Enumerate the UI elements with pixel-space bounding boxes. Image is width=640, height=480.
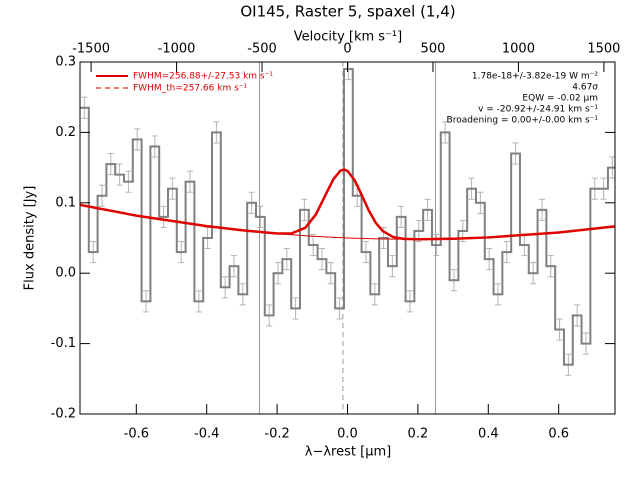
fit-line bbox=[80, 168, 615, 241]
chart-title: OI145, Raster 5, spaxel (1,4) bbox=[240, 3, 455, 21]
x-tick-label: 0.0 bbox=[337, 427, 358, 442]
plot-area bbox=[80, 62, 615, 414]
x2-tick-label: -500 bbox=[247, 42, 277, 57]
x-tick-label: -0.2 bbox=[264, 427, 289, 442]
step-connector bbox=[87, 69, 609, 365]
continuum-line bbox=[277, 233, 418, 240]
legend-label: FWHM_th=257.66 km s⁻¹ bbox=[133, 84, 248, 94]
y-axis-label: Flux density [Jy] bbox=[23, 186, 38, 291]
x-tick-label: -0.4 bbox=[194, 427, 219, 442]
y-tick-label: 0.1 bbox=[55, 195, 76, 210]
y-tick-label: 0.3 bbox=[55, 55, 76, 70]
x-tick-label: 0.4 bbox=[478, 427, 499, 442]
y-tick-label: -0.1 bbox=[51, 336, 76, 351]
annotation: v = -20.92+/-24.91 km s⁻¹ bbox=[478, 105, 598, 115]
x2-tick-label: -1500 bbox=[72, 42, 110, 57]
x-tick-label: 0.2 bbox=[408, 427, 429, 442]
y-tick-label: 0.2 bbox=[55, 125, 76, 140]
annotation: EQW = -0.02 μm bbox=[522, 94, 598, 104]
y-tick-label: 0.0 bbox=[55, 266, 76, 281]
x2-tick-label: 1500 bbox=[587, 42, 620, 57]
x-axis-label: λ−λrest [μm] bbox=[305, 445, 391, 460]
annotation: 1.78e-18+/-3.82e-19 W m⁻² bbox=[472, 72, 599, 82]
x-tick-label: 0.6 bbox=[548, 427, 569, 442]
x2-axis-label: Velocity [km s⁻¹] bbox=[294, 30, 402, 45]
annotation: Broadening = 0.00+/-0.00 km s⁻¹ bbox=[447, 116, 599, 126]
annotation: 4.67σ bbox=[572, 83, 598, 93]
x2-tick-label: 1000 bbox=[502, 42, 535, 57]
x2-tick-label: 500 bbox=[421, 42, 446, 57]
x-tick-label: -0.6 bbox=[124, 427, 149, 442]
legend-label: FWHM=256.88+/-27.53 km s⁻¹ bbox=[133, 72, 273, 82]
x2-tick-label: 0 bbox=[343, 42, 351, 57]
y-tick-label: -0.2 bbox=[51, 407, 76, 422]
x2-tick-label: -1000 bbox=[158, 42, 196, 57]
